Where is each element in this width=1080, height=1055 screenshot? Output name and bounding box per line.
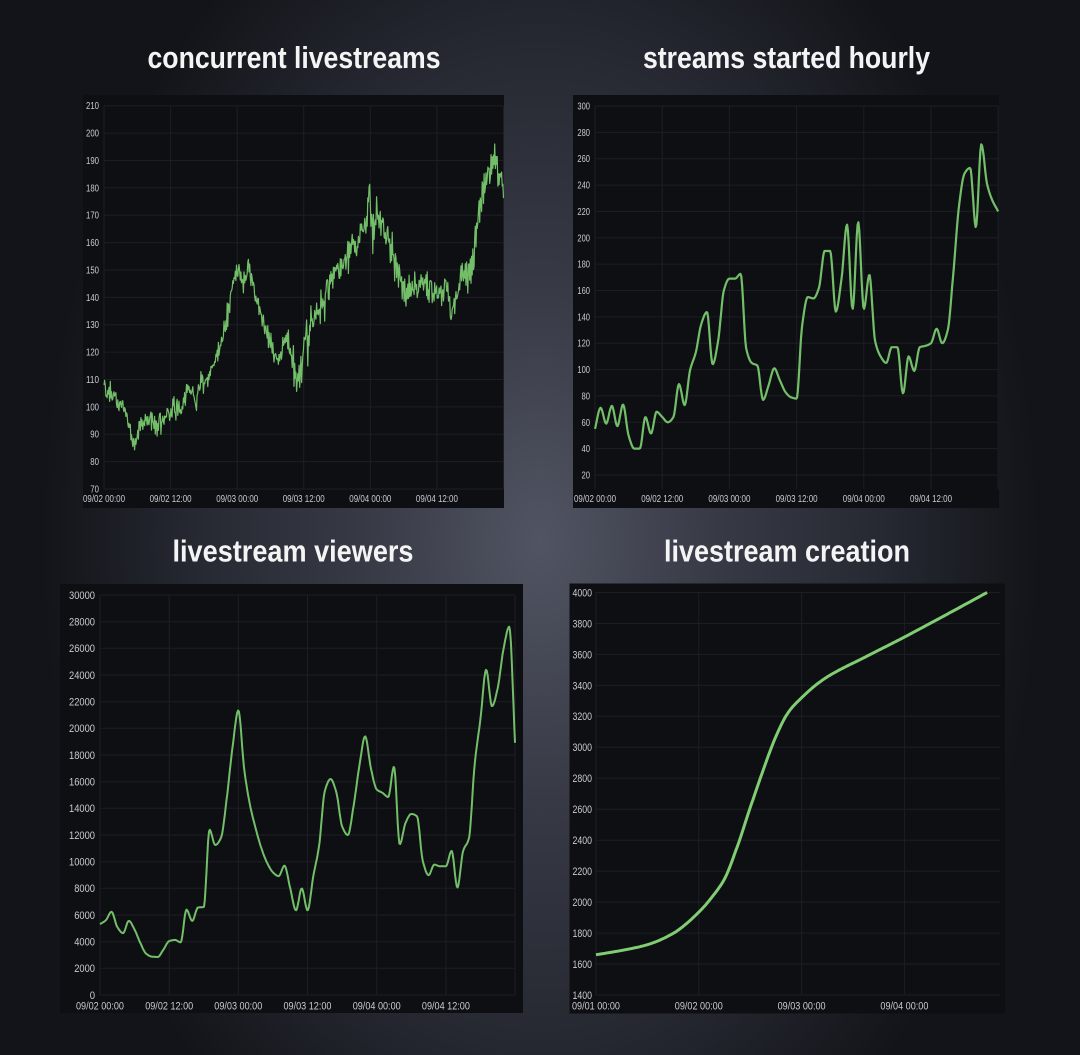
- svg-text:210: 210: [86, 101, 99, 112]
- svg-text:2200: 2200: [573, 866, 593, 878]
- svg-text:80: 80: [90, 457, 99, 468]
- svg-text:24000: 24000: [69, 670, 95, 682]
- svg-text:180: 180: [577, 260, 590, 271]
- svg-text:09/04 00:00: 09/04 00:00: [353, 1001, 401, 1013]
- svg-text:1400: 1400: [573, 990, 593, 1002]
- svg-text:3000: 3000: [573, 742, 593, 754]
- svg-text:160: 160: [86, 238, 99, 249]
- svg-text:4000: 4000: [573, 587, 593, 599]
- svg-text:09/04 12:00: 09/04 12:00: [416, 494, 458, 505]
- svg-text:09/03 00:00: 09/03 00:00: [214, 1001, 262, 1013]
- svg-text:110: 110: [86, 375, 99, 386]
- svg-text:09/03 00:00: 09/03 00:00: [216, 494, 258, 505]
- svg-text:80: 80: [582, 391, 591, 402]
- svg-text:14000: 14000: [69, 803, 95, 815]
- svg-text:3400: 3400: [573, 680, 593, 692]
- svg-text:20: 20: [582, 471, 591, 482]
- svg-text:18000: 18000: [69, 750, 95, 762]
- svg-text:09/02 12:00: 09/02 12:00: [641, 494, 683, 505]
- svg-text:220: 220: [577, 207, 590, 218]
- svg-text:0: 0: [90, 990, 95, 1002]
- svg-text:09/03 12:00: 09/03 12:00: [776, 494, 818, 505]
- svg-text:09/03 12:00: 09/03 12:00: [283, 494, 325, 505]
- svg-text:livestream creation: livestream creation: [664, 534, 910, 569]
- svg-text:120: 120: [577, 339, 590, 350]
- svg-text:4000: 4000: [74, 937, 95, 949]
- svg-text:09/02 00:00: 09/02 00:00: [76, 1001, 124, 1013]
- svg-text:09/04 00:00: 09/04 00:00: [349, 494, 391, 505]
- svg-text:09/02 00:00: 09/02 00:00: [574, 494, 616, 505]
- svg-text:140: 140: [86, 293, 99, 304]
- svg-text:140: 140: [577, 312, 590, 323]
- svg-text:09/04 12:00: 09/04 12:00: [422, 1001, 470, 1013]
- svg-text:09/01 00:00: 09/01 00:00: [572, 1001, 620, 1013]
- svg-text:concurrent livestreams: concurrent livestreams: [148, 40, 441, 75]
- svg-text:09/02 00:00: 09/02 00:00: [675, 1001, 723, 1013]
- svg-text:09/02 12:00: 09/02 12:00: [150, 494, 192, 505]
- svg-text:130: 130: [86, 320, 99, 331]
- svg-text:260: 260: [577, 154, 590, 165]
- svg-text:09/02 12:00: 09/02 12:00: [145, 1001, 193, 1013]
- svg-text:300: 300: [577, 102, 590, 113]
- svg-text:09/04 00:00: 09/04 00:00: [843, 494, 885, 505]
- svg-text:2600: 2600: [573, 804, 593, 816]
- svg-text:2400: 2400: [573, 835, 593, 847]
- svg-text:2800: 2800: [573, 773, 593, 785]
- svg-text:09/03 12:00: 09/03 12:00: [284, 1001, 332, 1013]
- svg-text:200: 200: [577, 233, 590, 244]
- svg-text:09/02 00:00: 09/02 00:00: [83, 494, 125, 505]
- svg-text:240: 240: [577, 181, 590, 192]
- svg-text:3600: 3600: [573, 649, 593, 661]
- svg-text:09/03 00:00: 09/03 00:00: [778, 1001, 826, 1013]
- svg-text:170: 170: [86, 211, 99, 222]
- svg-text:40: 40: [582, 444, 591, 455]
- svg-text:1800: 1800: [573, 928, 593, 940]
- svg-text:28000: 28000: [69, 617, 95, 629]
- svg-text:90: 90: [90, 430, 99, 441]
- svg-text:150: 150: [86, 266, 99, 277]
- svg-text:30000: 30000: [69, 590, 95, 602]
- svg-text:2000: 2000: [573, 897, 593, 909]
- svg-text:120: 120: [86, 348, 99, 359]
- svg-text:100: 100: [577, 365, 590, 376]
- svg-text:16000: 16000: [69, 777, 95, 789]
- svg-text:160: 160: [577, 286, 590, 297]
- svg-text:3200: 3200: [573, 711, 593, 723]
- svg-text:09/04 12:00: 09/04 12:00: [910, 494, 952, 505]
- svg-text:70: 70: [90, 485, 99, 496]
- svg-text:09/04 00:00: 09/04 00:00: [880, 1001, 928, 1013]
- svg-text:180: 180: [86, 183, 99, 194]
- svg-text:streams started hourly: streams started hourly: [643, 40, 931, 75]
- svg-text:10000: 10000: [69, 857, 95, 869]
- svg-text:09/03 00:00: 09/03 00:00: [708, 494, 750, 505]
- svg-text:20000: 20000: [69, 723, 95, 735]
- svg-text:100: 100: [86, 402, 99, 413]
- svg-text:2000: 2000: [74, 963, 95, 975]
- svg-text:200: 200: [86, 129, 99, 140]
- svg-text:6000: 6000: [74, 910, 95, 922]
- svg-text:22000: 22000: [69, 697, 95, 709]
- svg-text:8000: 8000: [74, 883, 95, 895]
- svg-text:1600: 1600: [573, 959, 593, 971]
- svg-text:livestream viewers: livestream viewers: [173, 534, 414, 569]
- svg-text:26000: 26000: [69, 643, 95, 655]
- svg-text:280: 280: [577, 128, 590, 139]
- svg-text:60: 60: [582, 418, 591, 429]
- svg-text:12000: 12000: [69, 830, 95, 842]
- svg-text:190: 190: [86, 156, 99, 167]
- svg-text:3800: 3800: [573, 618, 593, 630]
